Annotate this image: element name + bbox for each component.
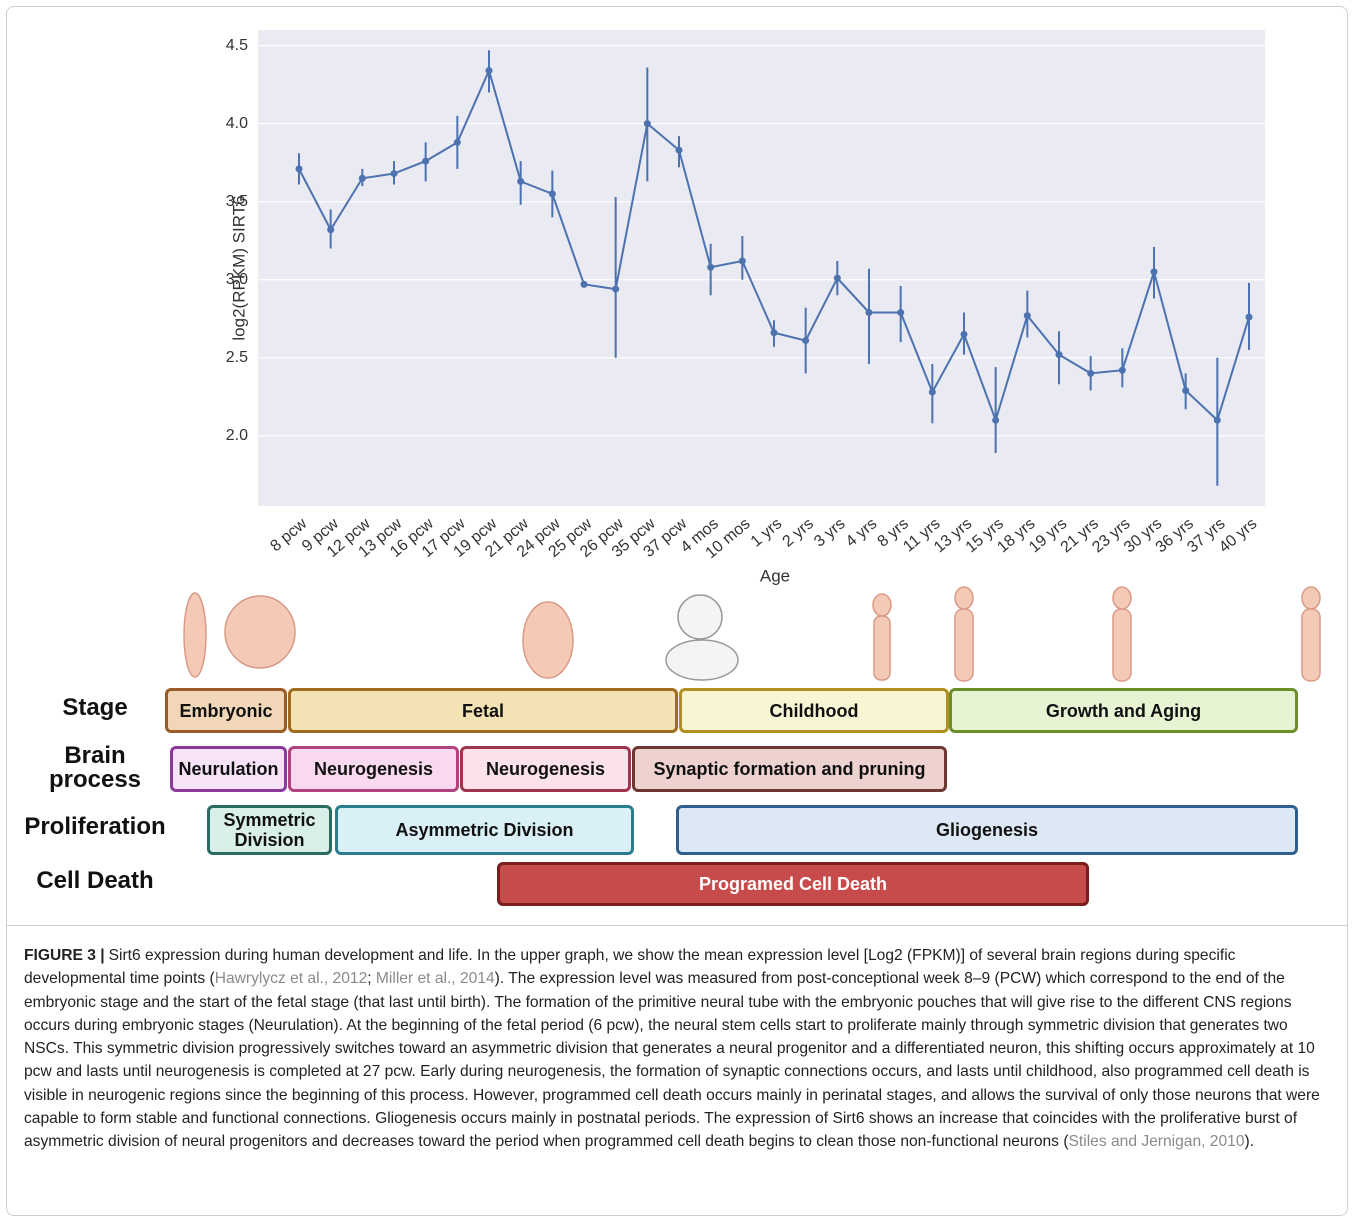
fetus-icon (523, 602, 573, 678)
embryo-icon (184, 593, 206, 677)
proliferation-box: Symmetric Division (207, 805, 332, 855)
row-label: Brain process (45, 744, 145, 792)
elder-icon (1302, 587, 1320, 609)
citation: Miller et al., 2014 (376, 970, 495, 987)
row-label: Stage (20, 696, 170, 720)
stage-box: Growth and Aging (949, 688, 1298, 733)
embryo-icon (225, 596, 295, 668)
cell-death-box: Programed Cell Death (497, 862, 1089, 906)
stage-box: Embryonic (165, 688, 287, 733)
caption-text: ; (367, 970, 376, 987)
adult-icon (1113, 609, 1131, 681)
proliferation-box: Asymmetric Division (335, 805, 634, 855)
life-stage-icons (0, 0, 1357, 690)
child-icon (874, 616, 890, 680)
baby-icon (666, 595, 738, 680)
caption-text: ). The expression level was measured fro… (24, 970, 1320, 1150)
elder-icon (1302, 609, 1320, 681)
adult-icon (955, 609, 973, 681)
caption-text: ). (1245, 1133, 1255, 1150)
citation: Stiles and Jernigan, 2010 (1069, 1133, 1245, 1150)
icons (184, 587, 1320, 681)
stage-box: Childhood (679, 688, 949, 733)
process-box: Neurulation (170, 746, 287, 792)
figure: Age log2(RPKM) SIRT6 2.02.53.03.54.04.58… (0, 0, 1357, 1225)
stage-box: Fetal (288, 688, 678, 733)
caption: FIGURE 3 |Sirt6 expression during human … (24, 944, 1336, 1154)
caption-label: FIGURE 3 | (24, 947, 105, 964)
adult-icon (1113, 587, 1131, 609)
process-box: Neurogenesis (288, 746, 459, 792)
process-box: Neurogenesis (460, 746, 631, 792)
citation: Hawrylycz et al., 2012 (215, 970, 368, 987)
adult-icon (955, 587, 973, 609)
row-label: Proliferation (15, 815, 175, 839)
divider (6, 925, 1348, 926)
process-box: Synaptic formation and pruning (632, 746, 947, 792)
proliferation-box: Gliogenesis (676, 805, 1298, 855)
child-icon (873, 594, 891, 616)
row-label: Cell Death (20, 869, 170, 893)
